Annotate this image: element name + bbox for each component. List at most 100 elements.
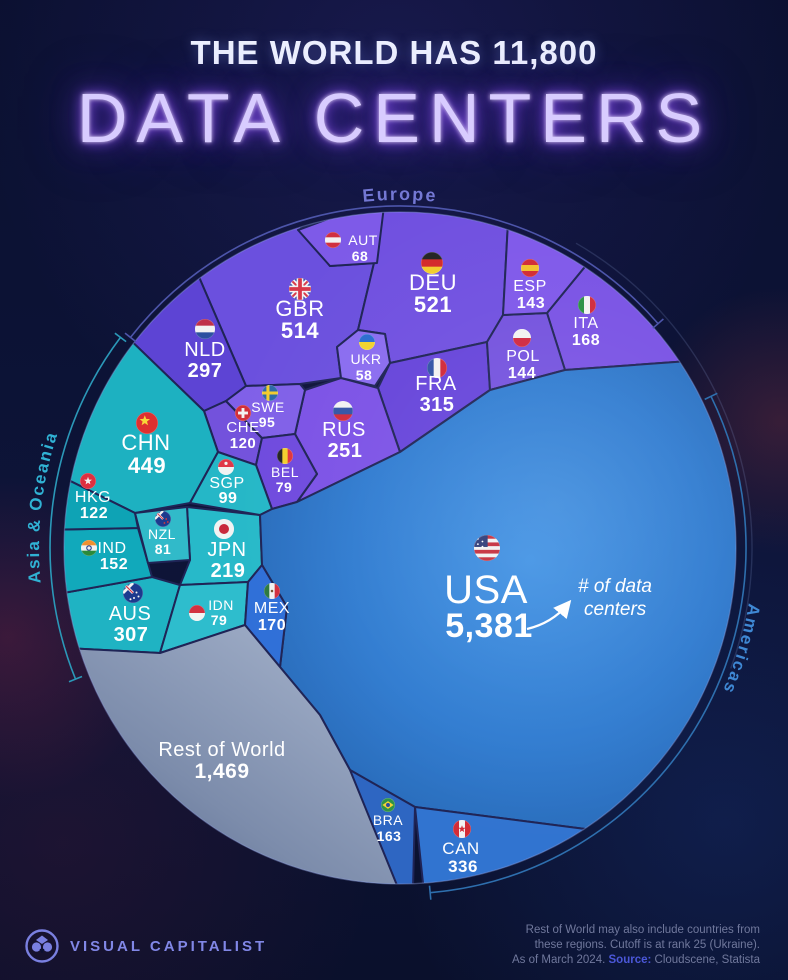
flag-can-icon xyxy=(453,820,471,838)
flag-ind-icon xyxy=(81,540,97,556)
visual-capitalist-logo-icon xyxy=(25,929,59,963)
label-pol-code: POL xyxy=(506,348,540,365)
label-pol-value: 144 xyxy=(508,365,536,382)
flag-che-icon xyxy=(235,405,251,421)
label-nld-code: NLD xyxy=(184,339,226,361)
flag-chn-icon xyxy=(136,412,158,434)
flag-mex-icon xyxy=(264,583,280,599)
label-row-value: 1,469 xyxy=(194,760,249,783)
label-bel-value: 79 xyxy=(276,479,293,495)
flag-sgp-icon xyxy=(218,459,234,475)
label-mex-code: MEX xyxy=(254,600,290,617)
circle-outline xyxy=(63,211,737,885)
label-jpn-value: 219 xyxy=(211,560,246,582)
flag-hkg-icon xyxy=(80,473,96,489)
region-label-text: Asia & Oceania xyxy=(24,429,60,585)
label-che-code: CHE xyxy=(226,419,259,436)
flag-jpn-icon xyxy=(214,519,234,539)
footnote-line1: Rest of World may also include countries… xyxy=(525,924,760,936)
flag-gbr-icon xyxy=(289,278,311,300)
label-chn-code: CHN xyxy=(121,430,170,455)
bracket-tick-asia-oceania xyxy=(114,332,127,343)
bracket-europe xyxy=(129,205,659,338)
label-ukr-code: UKR xyxy=(350,351,381,367)
flag-nzl-icon xyxy=(155,511,171,527)
label-fra-value: 315 xyxy=(420,394,455,416)
label-deu-code: DEU xyxy=(409,270,457,295)
label-usa-value: 5,381 xyxy=(445,607,533,645)
bracket-tick-asia-oceania xyxy=(68,675,83,683)
label-ita-value: 168 xyxy=(572,332,600,349)
label-aus-code: AUS xyxy=(109,603,152,625)
flag-rus-icon xyxy=(333,401,353,421)
label-chn-value: 449 xyxy=(128,453,166,478)
flag-ita-icon xyxy=(578,296,596,314)
label-can-code: CAN xyxy=(442,839,479,858)
flag-ukr-icon xyxy=(359,334,375,350)
flag-idn-icon xyxy=(189,605,205,621)
flag-swe-icon xyxy=(262,385,278,401)
flag-deu-icon xyxy=(421,252,443,274)
label-rus-code: RUS xyxy=(322,419,366,441)
label-bra-value: 163 xyxy=(377,828,402,844)
brand: VISUAL CAPITALIST xyxy=(24,928,267,964)
source-value: Cloudscene, Statista xyxy=(651,954,760,966)
label-ind-code: IND xyxy=(97,540,126,557)
brand-name: VISUAL CAPITALIST xyxy=(70,937,268,955)
footnote-line3: As of March 2024. Source: Cloudscene, St… xyxy=(512,953,760,968)
label-bra-code: BRA xyxy=(373,812,403,828)
label-esp-code: ESP xyxy=(513,278,547,295)
flag-nld-icon xyxy=(195,319,215,339)
footnote-asof: As of March 2024. xyxy=(511,954,609,966)
region-label-asia-oceania: Asia & Oceania xyxy=(24,429,62,585)
label-fra-code: FRA xyxy=(415,373,457,395)
label-can-value: 336 xyxy=(448,857,478,876)
label-jpn-code: JPN xyxy=(207,539,246,561)
label-gbr-code: GBR xyxy=(275,296,324,321)
label-hkg-value: 122 xyxy=(80,505,108,522)
label-bel-code: BEL xyxy=(271,464,299,480)
label-nzl-value: 81 xyxy=(155,541,172,557)
label-idn-code: IDN xyxy=(208,597,234,613)
label-nld-value: 297 xyxy=(188,360,223,382)
label-aus-value: 307 xyxy=(114,624,149,646)
flag-usa-icon xyxy=(474,535,500,561)
label-deu-value: 521 xyxy=(414,292,452,317)
bracket-asia-oceania xyxy=(49,336,122,680)
title-line2: DATA CENTERS xyxy=(76,79,712,157)
footnotes: Rest of World may also include countries… xyxy=(512,923,760,968)
region-label-europe: Europe xyxy=(362,184,439,206)
flag-bra-icon xyxy=(381,798,395,812)
circle-shine xyxy=(64,212,736,884)
label-ita-code: ITA xyxy=(573,315,598,332)
region-label-text: Europe xyxy=(362,184,437,206)
label-ind-value: 152 xyxy=(100,556,128,573)
outer-ring-arc xyxy=(575,242,753,669)
flag-bel-icon xyxy=(277,448,293,464)
flag-aut-icon xyxy=(325,232,341,248)
bracket-americas xyxy=(430,395,747,894)
label-ukr-value: 58 xyxy=(356,367,373,383)
label-idn-value: 79 xyxy=(211,612,228,628)
flag-pol-icon xyxy=(513,329,531,347)
source-label: Source: xyxy=(608,954,652,966)
flag-aus-icon xyxy=(123,583,143,603)
label-mex-value: 170 xyxy=(258,617,286,634)
label-esp-value: 143 xyxy=(517,295,545,312)
title-line1: THE WORLD HAS 11,800 xyxy=(190,34,598,71)
label-aut-code: AUT xyxy=(348,232,378,248)
flag-esp-icon xyxy=(521,259,539,277)
label-gbr-value: 514 xyxy=(281,318,319,343)
annotation-line1: # of data xyxy=(578,576,652,597)
label-aut-value: 68 xyxy=(352,248,369,264)
flag-fra-icon xyxy=(427,358,447,378)
label-sgp-value: 99 xyxy=(219,490,238,507)
label-che-value: 120 xyxy=(230,435,257,452)
bracket-tick-europe xyxy=(124,332,137,343)
label-nzl-code: NZL xyxy=(148,526,176,542)
label-sgp-code: SGP xyxy=(209,475,244,492)
annotation-arrow-icon xyxy=(526,599,572,631)
label-rus-value: 251 xyxy=(328,440,363,462)
